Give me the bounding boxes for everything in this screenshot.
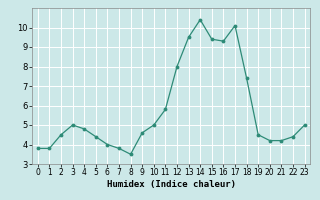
X-axis label: Humidex (Indice chaleur): Humidex (Indice chaleur) [107,180,236,189]
